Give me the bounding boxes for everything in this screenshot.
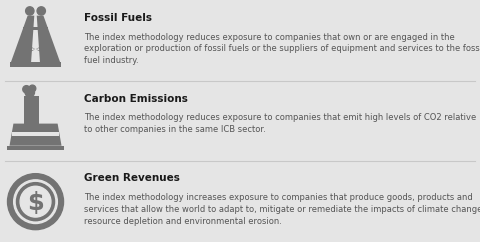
- Circle shape: [25, 7, 34, 15]
- Circle shape: [8, 174, 63, 230]
- Text: $: $: [27, 191, 44, 215]
- Bar: [23, 27, 48, 30]
- Circle shape: [16, 183, 55, 221]
- Bar: [12, 132, 60, 136]
- Text: Fossil Fuels: Fossil Fuels: [84, 13, 152, 23]
- Circle shape: [13, 180, 58, 224]
- Bar: [10, 62, 61, 67]
- Text: Green Revenues: Green Revenues: [84, 173, 180, 183]
- Circle shape: [20, 186, 51, 217]
- Circle shape: [37, 7, 46, 15]
- Bar: [7, 146, 64, 150]
- Text: The index methodology increases exposure to companies that produce goods, produc: The index methodology increases exposure…: [84, 193, 480, 226]
- Text: Carbon Emissions: Carbon Emissions: [84, 94, 188, 104]
- Text: The index methodology reduces exposure to companies that own or are engaged in t: The index methodology reduces exposure t…: [84, 32, 480, 65]
- Polygon shape: [11, 16, 34, 62]
- Bar: [24, 96, 39, 124]
- Polygon shape: [27, 47, 44, 52]
- Polygon shape: [37, 16, 60, 62]
- Circle shape: [25, 88, 35, 97]
- Polygon shape: [27, 47, 44, 52]
- Circle shape: [23, 86, 30, 93]
- Polygon shape: [10, 124, 61, 146]
- Circle shape: [29, 85, 36, 92]
- Text: The index methodology reduces exposure to companies that emit high levels of CO2: The index methodology reduces exposure t…: [84, 113, 476, 134]
